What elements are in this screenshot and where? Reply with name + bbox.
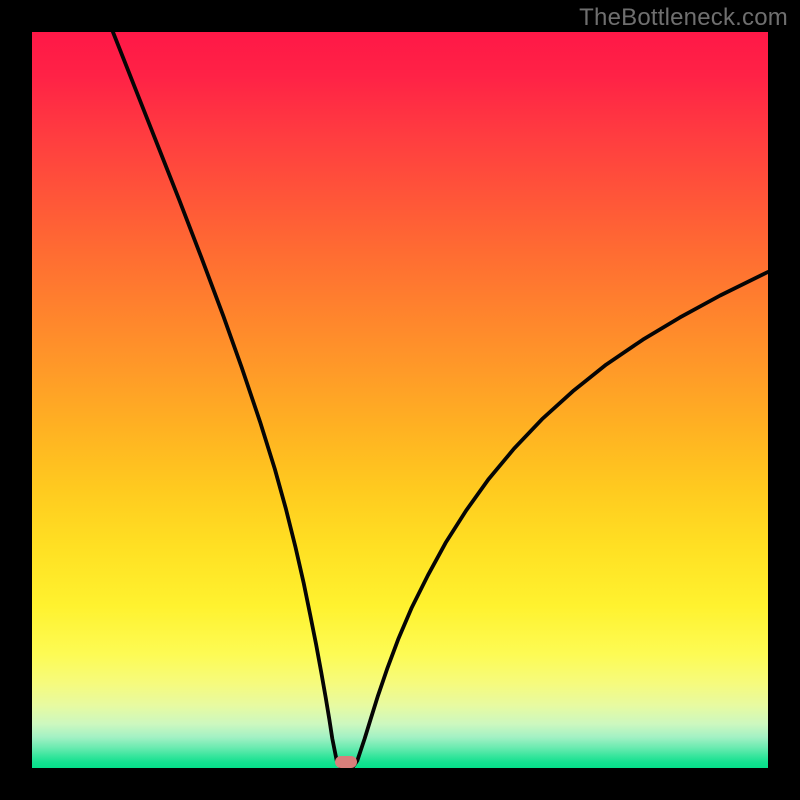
curve-layer [32,32,768,768]
optimum-marker [335,756,357,768]
plot-area [32,32,768,768]
bottleneck-curve [113,32,768,768]
watermark-text: TheBottleneck.com [579,4,788,32]
chart-canvas: TheBottleneck.com [0,0,800,800]
